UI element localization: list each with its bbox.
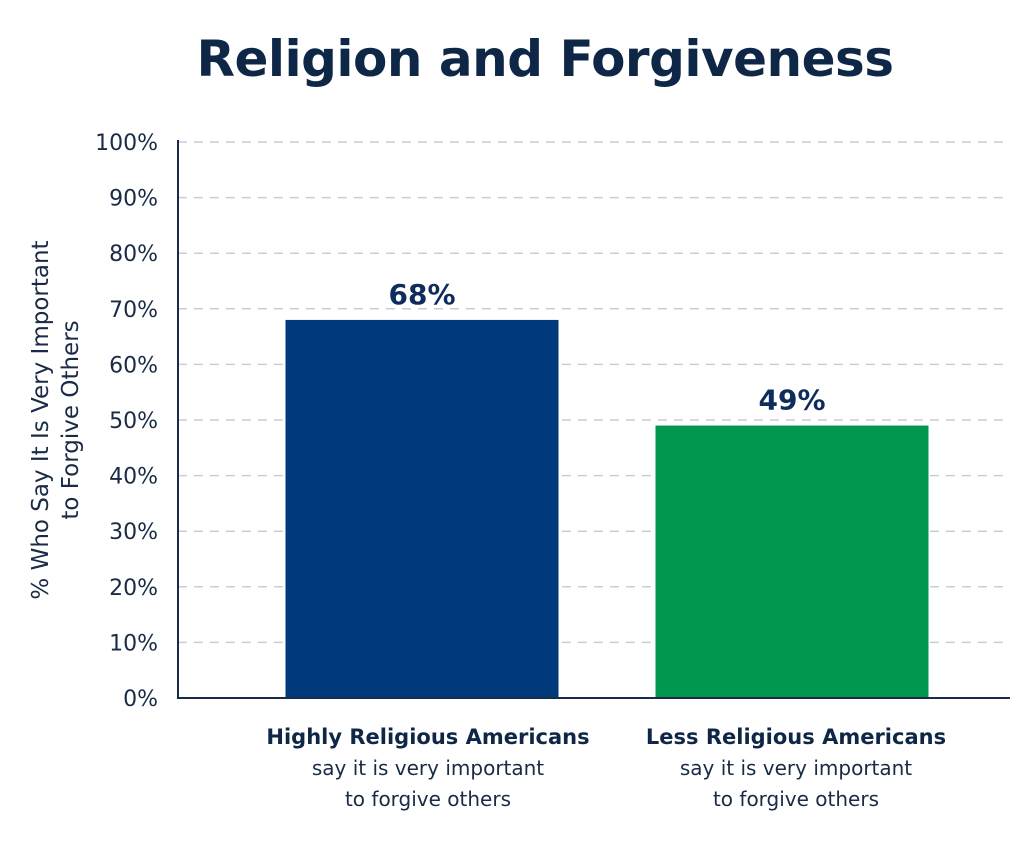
y-axis-title-line: to Forgive Others <box>58 320 84 519</box>
y-axis-title-line: % Who Say It Is Very Important <box>28 240 54 599</box>
y-tick-label: 100% <box>95 131 158 156</box>
y-tick-label: 80% <box>109 242 158 267</box>
y-axis-title: % Who Say It Is Very Important to Forgive… <box>28 240 84 599</box>
y-tick-label: 60% <box>109 353 158 378</box>
chart-title: Religion and Forgiveness <box>196 30 894 88</box>
category-title: Less Religious Americans <box>645 725 947 749</box>
category-subtitle-line: say it is very important <box>311 756 545 780</box>
category-title: Highly Religious Americans <box>266 725 590 749</box>
y-tick-label: 90% <box>109 187 158 212</box>
category-label-less-religious: Less Religious Americans say it is very … <box>616 722 976 815</box>
y-tick-label: 40% <box>109 465 158 490</box>
y-tick-label: 10% <box>109 631 158 656</box>
y-tick-label: 20% <box>109 576 158 601</box>
y-tick-label: 0% <box>123 687 158 712</box>
data-label: 49% <box>758 384 825 417</box>
y-tick-label: 70% <box>109 298 158 323</box>
data-label: 68% <box>388 278 455 311</box>
bar <box>285 319 559 698</box>
category-subtitle-line: to forgive others <box>344 787 512 811</box>
category-subtitle-line: say it is very important <box>679 756 913 780</box>
y-tick-label: 50% <box>109 409 158 434</box>
bar <box>655 425 929 698</box>
category-label-highly-religious: Highly Religious Americans say it is ver… <box>248 722 608 815</box>
category-subtitle-line: to forgive others <box>712 787 880 811</box>
y-tick-label: 30% <box>109 520 158 545</box>
